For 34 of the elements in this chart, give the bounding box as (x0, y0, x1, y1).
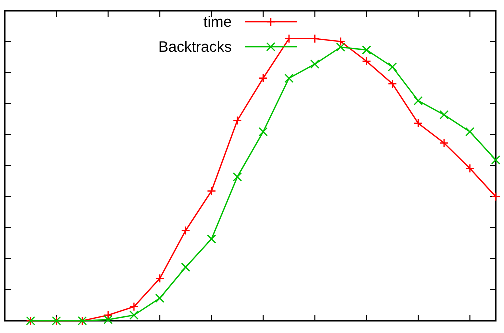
point (232, 116, 242, 126)
point (440, 110, 449, 120)
point (336, 37, 346, 46)
point (310, 60, 320, 69)
point (414, 118, 424, 128)
point (258, 127, 268, 137)
point (181, 226, 190, 236)
point (130, 302, 139, 312)
point (310, 34, 320, 44)
point (414, 96, 424, 106)
point (104, 310, 113, 320)
point (440, 138, 449, 148)
point (284, 34, 294, 44)
point (258, 74, 268, 83)
point (466, 127, 475, 137)
legend-label: time (204, 14, 232, 31)
point (388, 79, 398, 89)
point (362, 46, 372, 55)
point (232, 172, 242, 182)
point (388, 62, 398, 72)
point (466, 164, 475, 174)
point (207, 234, 216, 244)
point (362, 56, 372, 66)
point (155, 274, 165, 284)
point (207, 186, 216, 196)
point (491, 156, 501, 165)
point (130, 310, 139, 320)
point (336, 42, 346, 52)
point (104, 315, 113, 324)
point (155, 294, 165, 304)
point (284, 74, 294, 83)
point (181, 262, 190, 272)
point (491, 192, 501, 202)
legend-label: Backtracks (158, 39, 232, 56)
